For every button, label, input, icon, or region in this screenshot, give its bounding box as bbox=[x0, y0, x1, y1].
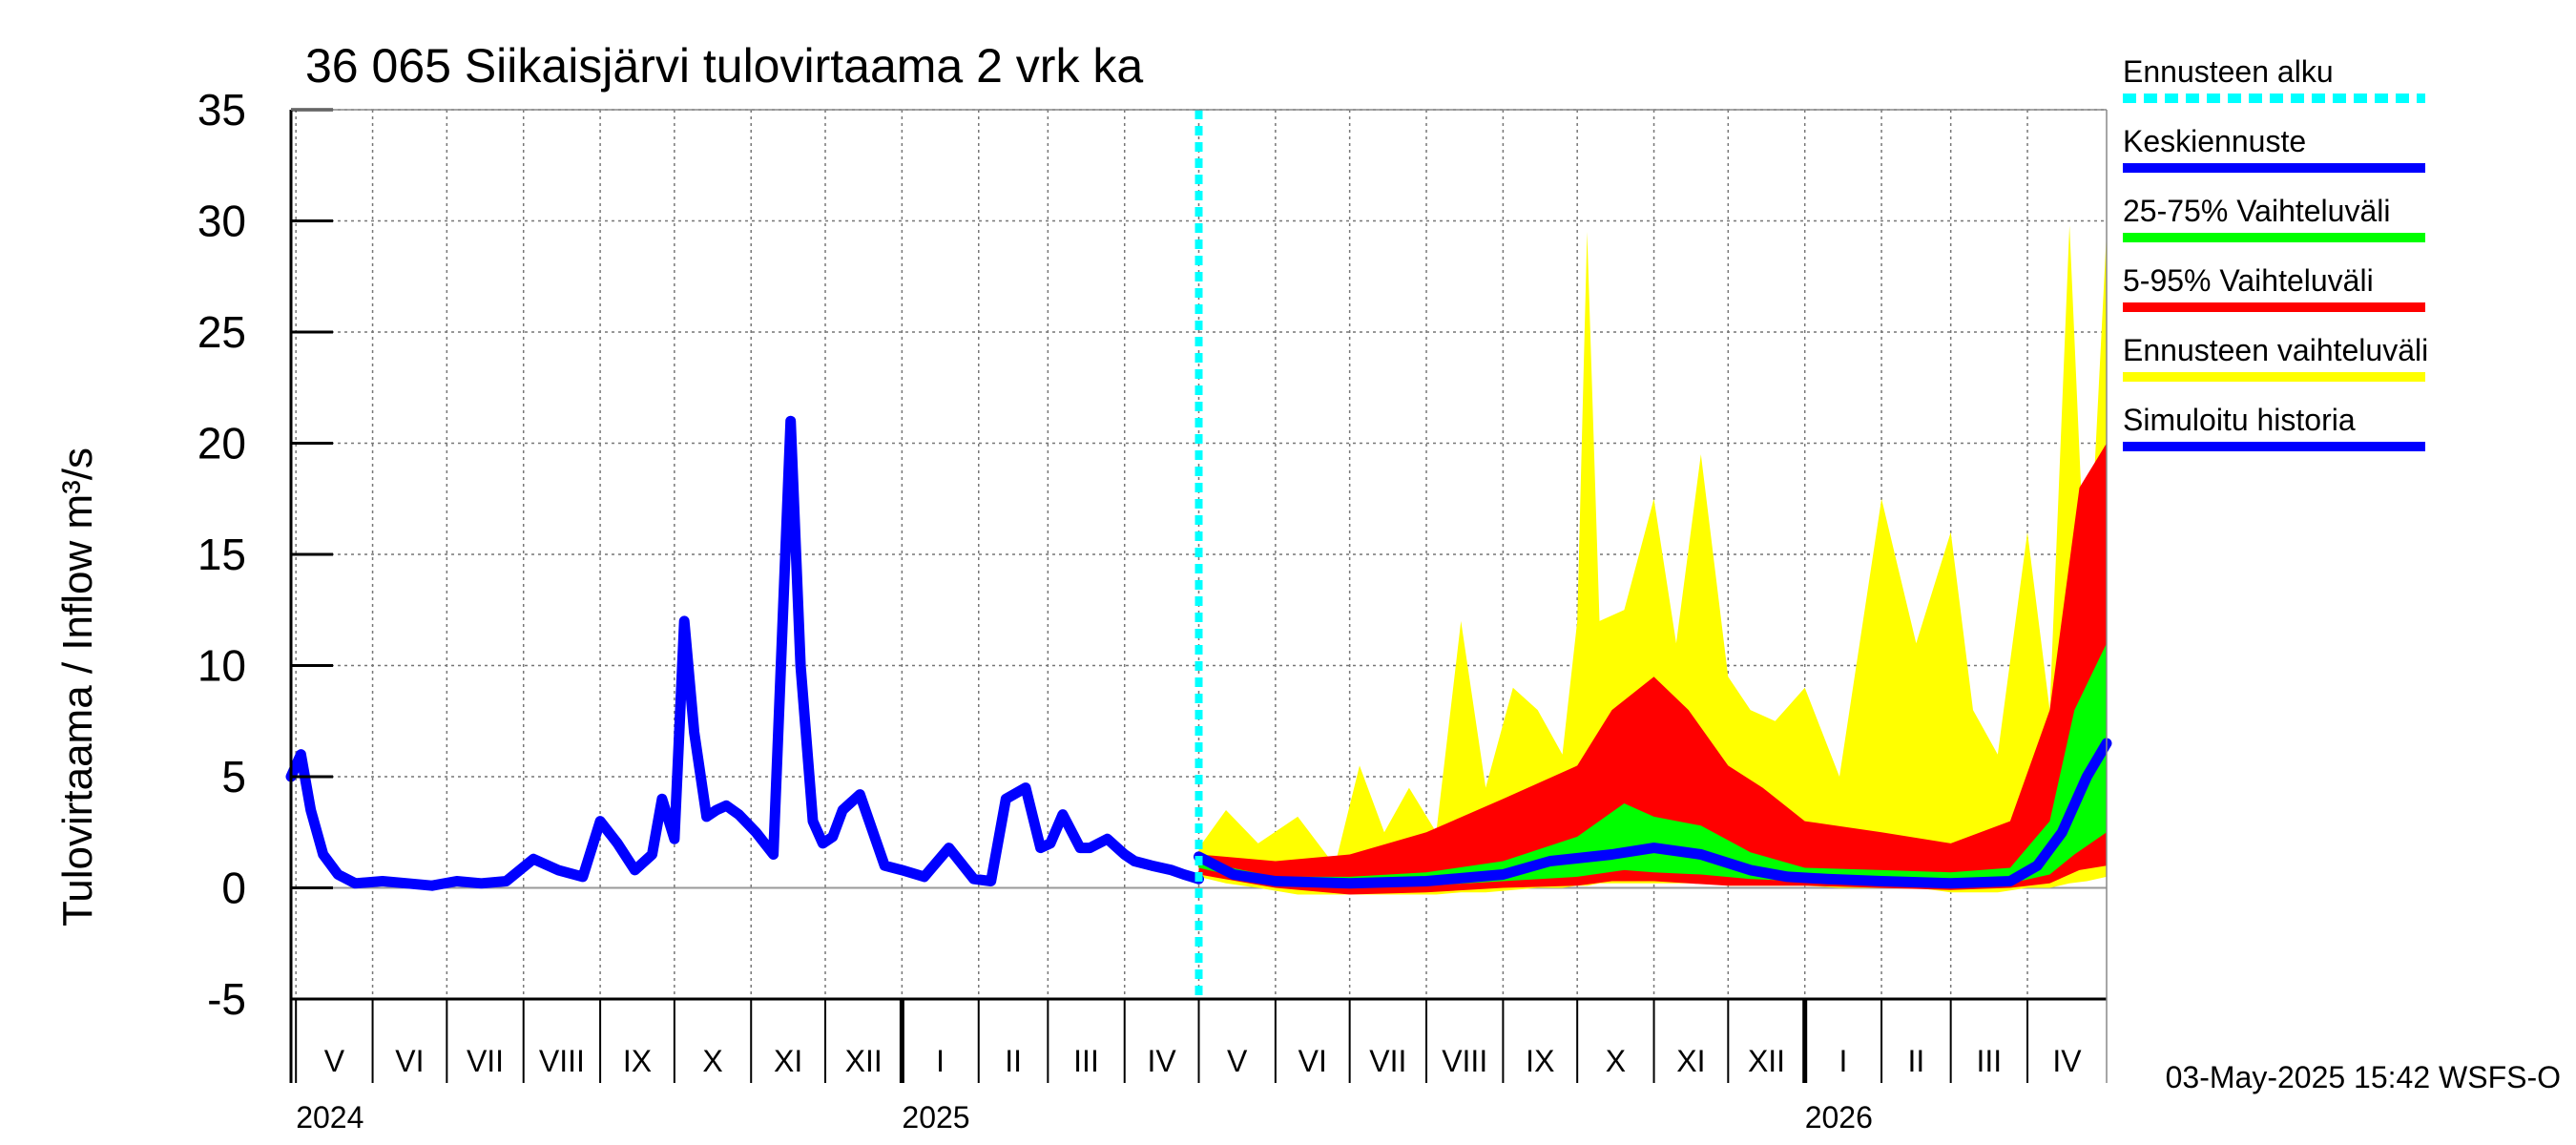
y-tick-label: 5 bbox=[221, 752, 246, 802]
y-labels: -5 0 5 10 15 20 25 30 35 bbox=[197, 85, 246, 1024]
year-label: 2026 bbox=[1805, 1100, 1873, 1135]
y-tick-label: 30 bbox=[197, 197, 246, 246]
series-lines bbox=[285, 110, 2112, 999]
month-label: VI bbox=[1298, 1044, 1327, 1078]
month-label: VIII bbox=[539, 1044, 585, 1078]
legend: Ennusteen alku Keskiennuste 25-75% Vaihtel… bbox=[2123, 54, 2428, 451]
month-label: II bbox=[1908, 1044, 1925, 1078]
month-label: III bbox=[1073, 1044, 1099, 1078]
grid bbox=[291, 109, 2107, 1000]
y-tick-label: 0 bbox=[221, 864, 246, 913]
y-tick-label: -5 bbox=[207, 974, 246, 1024]
month-label: I bbox=[1839, 1044, 1847, 1078]
month-label: X bbox=[702, 1044, 722, 1078]
legend-label: 5-95% Vaihteluväli bbox=[2123, 263, 2374, 298]
series-simuloitu-historia bbox=[285, 415, 1204, 891]
band-ennusteen-vaihteluvali bbox=[1198, 225, 2107, 895]
month-label: V bbox=[324, 1044, 345, 1078]
month-label: X bbox=[1606, 1044, 1626, 1078]
month-label: XII bbox=[845, 1044, 883, 1078]
y-tick-label: 25 bbox=[197, 307, 246, 357]
y-tick-label: 10 bbox=[197, 641, 246, 691]
y-tick-label: 15 bbox=[197, 530, 246, 579]
legend-label: Ennusteen vaihteluväli bbox=[2123, 333, 2428, 367]
month-label: VII bbox=[467, 1044, 504, 1078]
month-label: VI bbox=[395, 1044, 424, 1078]
year-label: 2024 bbox=[296, 1100, 364, 1135]
month-label: VIII bbox=[1442, 1044, 1487, 1078]
month-label: IX bbox=[1526, 1044, 1554, 1078]
legend-label: Simuloitu historia bbox=[2123, 403, 2356, 437]
bands bbox=[1198, 225, 2107, 895]
y-tick-label: 20 bbox=[197, 419, 246, 468]
month-label: IV bbox=[2052, 1044, 2082, 1078]
legend-label: 25-75% Vaihteluväli bbox=[2123, 194, 2390, 228]
month-label: III bbox=[1976, 1044, 2002, 1078]
x-labels: V VI VII VIII IX X XI XII I II III IV V VI VII VIII IX X X… bbox=[296, 1044, 2082, 1135]
month-label: XI bbox=[774, 1044, 802, 1078]
month-label: XII bbox=[1748, 1044, 1785, 1078]
y-axis-label: Tulovirtaama / Inflow m³/s bbox=[54, 448, 101, 926]
band-25-75 bbox=[1198, 643, 2107, 888]
month-label: VII bbox=[1369, 1044, 1406, 1078]
chart-title: 36 065 Siikaisjärvi tulovirtaama 2 vrk k… bbox=[305, 39, 1143, 93]
axes bbox=[289, 108, 2108, 1083]
y-tick-label: 35 bbox=[197, 85, 246, 135]
legend-label: Keskiennuste bbox=[2123, 124, 2306, 158]
month-label: XI bbox=[1676, 1044, 1705, 1078]
month-label: IV bbox=[1147, 1044, 1176, 1078]
month-label: II bbox=[1005, 1044, 1022, 1078]
series-keskiennuste bbox=[1194, 738, 2112, 889]
month-label: V bbox=[1227, 1044, 1248, 1078]
month-label: IX bbox=[623, 1044, 652, 1078]
legend-label: Ennusteen alku bbox=[2123, 54, 2334, 89]
footer-timestamp: 03-May-2025 15:42 WSFS-O bbox=[2166, 1060, 2561, 1094]
band-5-95 bbox=[1198, 443, 2107, 895]
year-label: 2025 bbox=[902, 1100, 969, 1135]
month-label: I bbox=[936, 1044, 945, 1078]
